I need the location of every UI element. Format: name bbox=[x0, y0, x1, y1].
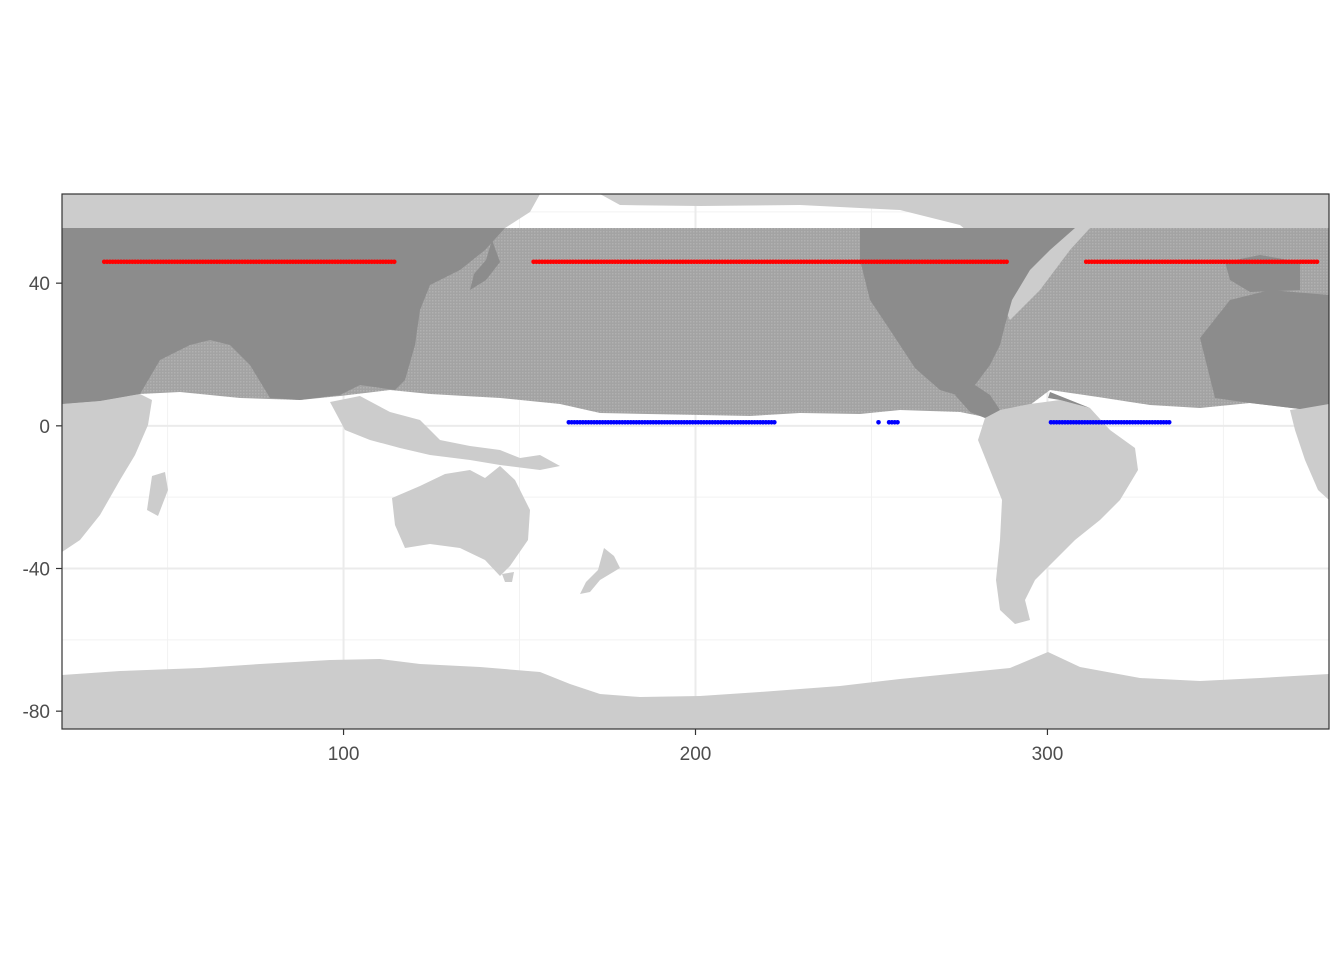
north-land-west bbox=[62, 194, 540, 228]
data-points bbox=[101, 259, 1320, 425]
y-tick-label: 40 bbox=[29, 274, 50, 295]
y-tick-label: -40 bbox=[23, 560, 50, 581]
north-land-east bbox=[600, 194, 1329, 320]
africa-east-land bbox=[62, 394, 152, 552]
x-tick-label: 300 bbox=[1032, 744, 1064, 765]
africa-band-land bbox=[1200, 290, 1329, 409]
south-point bbox=[876, 419, 881, 425]
australia-land bbox=[392, 466, 530, 576]
south-point bbox=[1166, 419, 1172, 425]
antarctica-land bbox=[62, 652, 1329, 729]
north-america-band-land bbox=[860, 228, 1075, 396]
south-point bbox=[772, 419, 777, 425]
indonesia-land bbox=[330, 396, 560, 470]
africa-west-land bbox=[1290, 404, 1329, 500]
north-point bbox=[1004, 259, 1009, 265]
south-point bbox=[895, 419, 900, 425]
iberia-band-land bbox=[1225, 255, 1300, 292]
madagascar-land bbox=[147, 472, 168, 516]
north-point bbox=[1314, 259, 1320, 265]
x-tick-label: 200 bbox=[680, 744, 712, 765]
world-map bbox=[62, 194, 1329, 729]
y-tick-label: 0 bbox=[39, 417, 50, 438]
y-tick-label: -80 bbox=[23, 702, 50, 723]
central-america-band-land bbox=[955, 385, 1000, 418]
north-point bbox=[391, 259, 397, 265]
sa-north-band-land bbox=[1048, 392, 1090, 408]
tasmania-land bbox=[502, 572, 514, 582]
x-tick-label: 100 bbox=[328, 744, 360, 765]
new-zealand-land bbox=[580, 548, 620, 594]
south-america-land bbox=[978, 400, 1138, 624]
japan-land bbox=[470, 240, 500, 290]
eurasia-band-land bbox=[62, 228, 505, 404]
